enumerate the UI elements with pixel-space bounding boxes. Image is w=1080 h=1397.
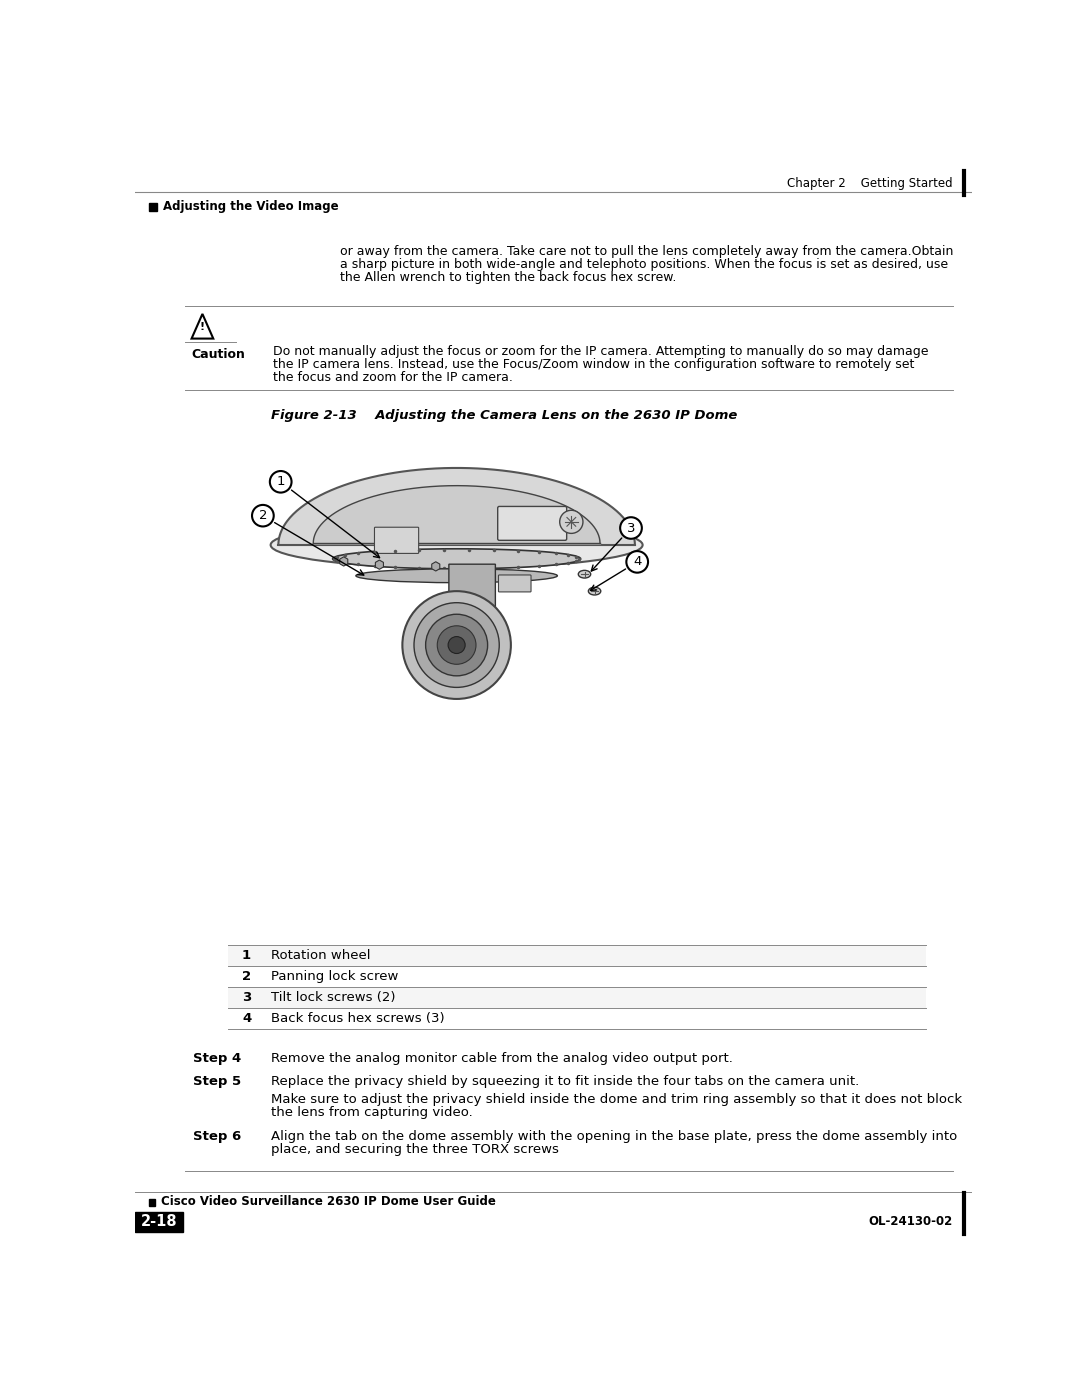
Ellipse shape (426, 615, 488, 676)
Circle shape (620, 517, 642, 539)
Ellipse shape (578, 570, 591, 578)
Text: Make sure to adjust the privacy shield inside the dome and trim ring assembly so: Make sure to adjust the privacy shield i… (271, 1094, 962, 1106)
Text: 3: 3 (626, 521, 635, 535)
Text: Remove the analog monitor cable from the analog video output port.: Remove the analog monitor cable from the… (271, 1052, 732, 1065)
Polygon shape (449, 564, 496, 637)
Text: Chapter 2    Getting Started: Chapter 2 Getting Started (787, 176, 953, 190)
Text: 2-18: 2-18 (140, 1214, 177, 1229)
Text: or away from the camera. Take care not to pull the lens completely away from the: or away from the camera. Take care not t… (340, 244, 954, 257)
Bar (228, 967, 926, 986)
FancyBboxPatch shape (499, 576, 531, 592)
Text: OL-24130-02: OL-24130-02 (868, 1215, 953, 1228)
Bar (135, 1211, 183, 1232)
Circle shape (252, 504, 273, 527)
Bar (228, 946, 926, 967)
Text: Adjusting the Video Image: Adjusting the Video Image (163, 200, 338, 212)
Text: a sharp picture in both wide-angle and telephoto positions. When the focus is se: a sharp picture in both wide-angle and t… (340, 257, 948, 271)
Text: !: ! (200, 323, 205, 332)
Text: Step 6: Step 6 (193, 1130, 241, 1143)
Text: 2: 2 (242, 970, 251, 983)
Text: Align the tab on the dome assembly with the opening in the base plate, press the: Align the tab on the dome assembly with … (271, 1130, 957, 1143)
Text: 1: 1 (276, 475, 285, 489)
Text: Replace the privacy shield by squeezing it to fit inside the four tabs on the ca: Replace the privacy shield by squeezing … (271, 1076, 859, 1088)
Text: the IP camera lens. Instead, use the Focus/Zoom window in the configuration soft: the IP camera lens. Instead, use the Foc… (273, 358, 915, 370)
Bar (228, 986, 926, 1007)
FancyBboxPatch shape (498, 507, 567, 541)
Text: the Allen wrench to tighten the back focus hex screw.: the Allen wrench to tighten the back foc… (340, 271, 677, 284)
Bar (149, 1200, 156, 1206)
Text: Back focus hex screws (3): Back focus hex screws (3) (271, 1011, 444, 1024)
Ellipse shape (271, 522, 643, 569)
Ellipse shape (448, 637, 465, 654)
Text: Do not manually adjust the focus or zoom for the IP camera. Attempting to manual: Do not manually adjust the focus or zoom… (273, 345, 929, 358)
Bar (228, 1007, 926, 1028)
Text: Panning lock screw: Panning lock screw (271, 970, 399, 983)
Bar (149, 203, 157, 211)
Text: Step 5: Step 5 (193, 1076, 241, 1088)
Circle shape (626, 550, 648, 573)
Text: 4: 4 (242, 1011, 252, 1024)
Ellipse shape (559, 510, 583, 534)
Ellipse shape (403, 591, 511, 698)
Text: 2: 2 (258, 509, 267, 522)
Text: the focus and zoom for the IP camera.: the focus and zoom for the IP camera. (273, 372, 513, 384)
Text: 1: 1 (242, 949, 251, 963)
Ellipse shape (414, 602, 499, 687)
Text: place, and securing the three TORX screws: place, and securing the three TORX screw… (271, 1143, 558, 1157)
Ellipse shape (356, 569, 557, 583)
Ellipse shape (333, 549, 581, 569)
Text: the lens from capturing video.: the lens from capturing video. (271, 1106, 472, 1119)
Ellipse shape (437, 626, 476, 665)
Ellipse shape (589, 587, 600, 595)
Text: Step 4: Step 4 (193, 1052, 241, 1065)
FancyBboxPatch shape (375, 527, 419, 553)
Text: Cisco Video Surveillance 2630 IP Dome User Guide: Cisco Video Surveillance 2630 IP Dome Us… (161, 1196, 496, 1208)
Text: Figure 2-13    Adjusting the Camera Lens on the 2630 IP Dome: Figure 2-13 Adjusting the Camera Lens on… (271, 409, 737, 422)
Text: Tilt lock screws (2): Tilt lock screws (2) (271, 990, 395, 1004)
Text: Caution: Caution (191, 348, 245, 360)
Circle shape (270, 471, 292, 493)
Text: Rotation wheel: Rotation wheel (271, 949, 370, 963)
Text: 4: 4 (633, 556, 642, 569)
Text: 3: 3 (242, 990, 252, 1004)
